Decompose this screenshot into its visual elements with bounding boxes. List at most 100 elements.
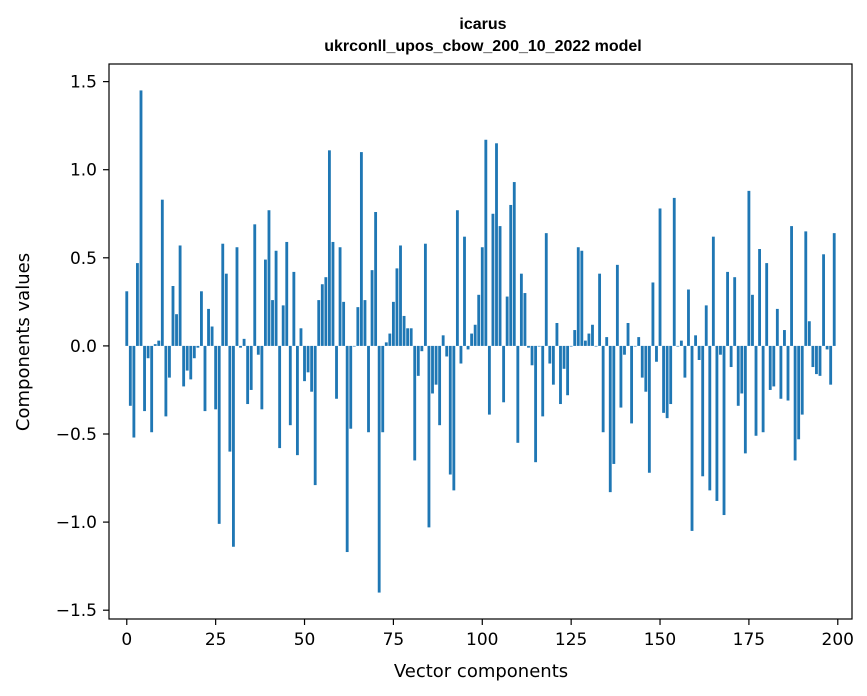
bar-173 (740, 345, 744, 394)
bar-105 (498, 226, 502, 346)
bar-158 (687, 289, 690, 346)
bar-15 (178, 245, 182, 346)
bar-43 (278, 345, 282, 449)
y-tick-label: 0.0 (70, 337, 97, 357)
bar-196 (822, 254, 825, 346)
bar-182 (772, 345, 776, 387)
bar-54 (317, 300, 321, 346)
bar-29 (228, 345, 232, 452)
bar-159 (690, 345, 694, 531)
bar-114 (530, 345, 534, 366)
bar-90 (445, 345, 449, 357)
bar-75 (391, 301, 395, 346)
bar-175 (747, 190, 751, 346)
bar-126 (573, 330, 577, 346)
bar-192 (807, 321, 811, 346)
bar-51 (306, 345, 310, 373)
bar-52 (310, 345, 314, 392)
bar-124 (566, 345, 570, 396)
bar-100 (480, 247, 484, 346)
bar-160 (694, 335, 697, 346)
bar-152 (665, 345, 669, 419)
bar-80 (409, 328, 413, 346)
bar-132 (594, 345, 598, 347)
bar-46 (288, 345, 292, 426)
y-axis-label: Components values (13, 253, 34, 431)
bar-139 (619, 345, 623, 408)
bar-151 (662, 345, 665, 413)
x-tick-label: 100 (466, 630, 498, 650)
bar-144 (637, 337, 641, 346)
bar-64 (352, 345, 356, 347)
bar-4 (139, 90, 143, 346)
bar-198 (829, 345, 833, 385)
bar-125 (569, 345, 573, 347)
y-tick-label: −1.5 (56, 601, 97, 621)
bar-131 (591, 324, 594, 346)
bar-117 (541, 345, 545, 417)
bar-140 (623, 345, 626, 355)
y-tick-label: 0.5 (70, 249, 97, 269)
bar-94 (459, 345, 463, 364)
x-tick-label: 150 (644, 630, 676, 650)
y-tick-label: 1.0 (70, 161, 97, 181)
bar-9 (157, 340, 161, 346)
y-tick-label: 1.5 (70, 73, 97, 93)
bar-148 (651, 282, 655, 346)
bar-1 (128, 345, 132, 406)
bar-34 (246, 345, 250, 405)
x-tick-label: 200 (822, 630, 854, 650)
bar-21 (200, 291, 203, 346)
bar-170 (729, 345, 733, 368)
bar-141 (626, 323, 630, 346)
bar-96 (466, 345, 470, 350)
bar-67 (363, 300, 367, 346)
bar-128 (580, 250, 584, 346)
bar-81 (413, 345, 417, 461)
bar-39 (264, 259, 267, 346)
bar-154 (672, 197, 676, 346)
bar-87 (434, 345, 438, 385)
bar-176 (751, 294, 754, 346)
bar-153 (669, 345, 673, 405)
bar-161 (697, 345, 701, 360)
bar-7 (150, 345, 154, 433)
x-tick-label: 25 (205, 630, 227, 650)
bar-13 (171, 286, 175, 346)
bar-118 (544, 233, 548, 346)
bar-185 (783, 330, 786, 346)
bar-65 (356, 307, 360, 346)
bar-2 (132, 345, 136, 438)
bar-99 (477, 294, 481, 346)
bar-149 (655, 345, 658, 362)
bar-55 (320, 284, 324, 346)
bar-156 (679, 340, 683, 346)
bar-33 (242, 338, 246, 346)
bar-184 (779, 345, 783, 399)
bar-26 (217, 345, 221, 524)
bar-74 (388, 333, 392, 346)
x-tick-label: 175 (733, 630, 765, 650)
bar-116 (537, 345, 541, 347)
bar-150 (658, 208, 662, 346)
bar-14 (175, 314, 178, 346)
bar-36 (253, 224, 257, 346)
bar-71 (377, 345, 381, 593)
bar-69 (370, 270, 374, 346)
bar-19 (192, 345, 196, 359)
y-tick-label: −1.0 (56, 513, 97, 533)
bar-136 (608, 345, 612, 493)
bar-190 (800, 345, 804, 415)
bar-193 (811, 345, 815, 368)
bar-40 (267, 210, 271, 346)
bar-178 (758, 249, 761, 346)
bar-58 (331, 241, 335, 346)
bar-113 (527, 345, 530, 348)
bar-3 (136, 263, 139, 346)
bar-135 (605, 337, 609, 346)
bar-98 (473, 324, 477, 346)
bar-23 (207, 308, 210, 346)
bar-63 (349, 345, 353, 429)
x-tick-label: 125 (555, 630, 587, 650)
bar-137 (612, 345, 616, 464)
